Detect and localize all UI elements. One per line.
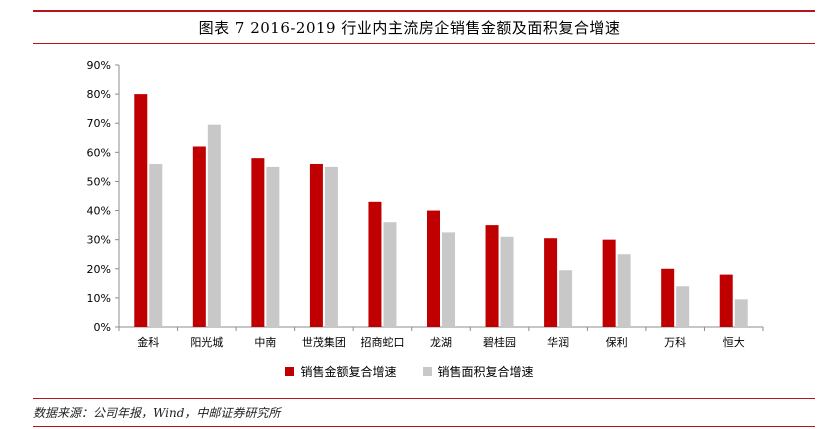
bar-series-1 [544,238,558,327]
bar-series-2 [617,254,631,327]
chart-title: 图表 7 2016-2019 行业内主流房企销售金额及面积复合增速 [198,19,621,37]
title-rule [33,43,815,44]
legend-item-series-1: 销售金额复合增速 [285,363,397,380]
y-tick-label: 40% [87,205,111,218]
bar-series-1 [661,268,675,327]
x-tick-label: 华润 [547,335,569,349]
bar-series-1 [427,210,440,327]
source-note: 数据来源：公司年报，Wind，中邮证券研究所 [33,406,281,420]
bar-series-2 [559,270,573,327]
bar-series-1 [251,158,265,327]
x-tick-label: 招商蛇口 [360,335,404,349]
bar-series-1 [368,201,382,327]
y-tick-label: 50% [87,175,111,188]
bar-series-2 [676,286,690,327]
legend-swatch-series-1 [285,367,295,376]
y-tick-label: 10% [87,292,111,305]
x-tick-label: 中南 [254,336,276,349]
x-tick-label: 阳光城 [190,335,223,349]
bar-series-2 [266,166,280,327]
x-tick-label: 恒大 [723,335,745,349]
y-tick-label: 70% [87,117,111,130]
bar-series-1 [719,274,733,327]
legend-swatch-series-2 [422,367,432,376]
top-rule [33,10,815,12]
bar-series-1 [192,146,206,327]
bar-series-2 [500,236,514,327]
bar-series-2 [207,124,221,327]
legend-label-series-2: 销售面积复合增速 [437,365,534,379]
bar-series-2 [324,166,338,327]
bar-series-2 [383,222,397,327]
x-tick-label: 保利 [606,335,628,349]
bar-series-2 [442,232,455,327]
y-tick-label: 60% [87,146,111,159]
y-tick-label: 80% [87,88,111,101]
bottom-rule [33,426,815,427]
bar-series-1 [134,94,148,327]
y-tick-label: 90% [87,59,111,72]
legend-label-series-1: 销售金额复合增速 [300,365,397,379]
x-tick-label: 龙湖 [430,336,452,349]
x-tick-label: 万科 [664,335,686,349]
x-tick-label: 世茂集团 [302,335,346,349]
bar-series-2 [734,299,748,327]
bar-series-1 [485,225,499,327]
bar-series-2 [149,163,163,327]
source-rule [33,398,815,399]
x-tick-label: 金科 [137,335,159,349]
legend-item-series-2: 销售面积复合增速 [422,363,534,380]
x-tick-label: 碧桂园 [483,335,516,349]
legend: 销售金额复合增速 销售面积复合增速 [0,363,819,380]
y-tick-label: 0% [94,321,111,334]
bar-series-1 [602,239,616,327]
y-tick-label: 30% [87,234,111,247]
y-tick-label: 20% [87,263,111,276]
bar-series-1 [309,163,323,327]
